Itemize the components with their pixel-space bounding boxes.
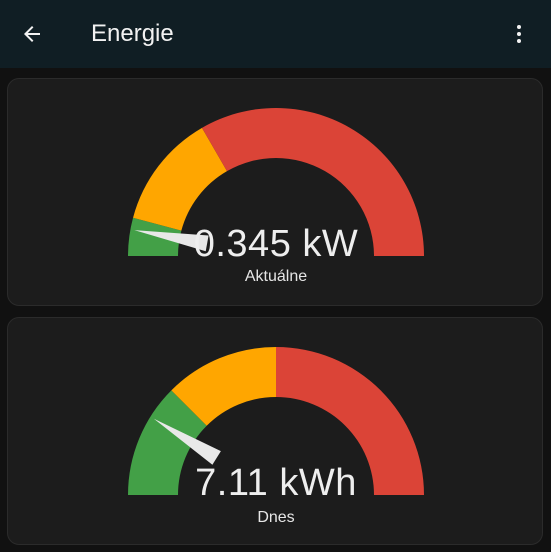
gauge-value: 0.345 kW [193,223,359,265]
gauge-needle [153,418,221,465]
gauge-segment-red [202,108,424,256]
arrow-left-icon [24,26,40,42]
dots-vertical-icon [517,25,521,43]
gauge-segment-green [128,390,207,495]
back-button[interactable] [14,16,50,52]
gauge-name: Aktuálne [244,268,308,285]
top-app-bar: Energie [0,0,551,68]
page-title: Energie [91,20,174,47]
gauge-segment-yellow [133,127,227,231]
overflow-menu-button[interactable] [501,16,537,52]
gauge-needle [134,230,209,252]
gauge-today-energy [128,347,424,495]
gauge-value: 7.11 kWh [195,462,357,504]
gauge-segment-green [128,217,182,256]
gauge-name: Dnes [257,509,295,526]
gauge-card-today-energy[interactable]: 7.11 kWh Dnes [7,317,543,545]
gauge-segment-yellow [171,347,276,426]
gauge-card-current-power[interactable]: 0.345 kW Aktuálne [7,78,543,306]
gauge-segment-red [276,347,424,495]
gauge-current-power [128,108,424,256]
